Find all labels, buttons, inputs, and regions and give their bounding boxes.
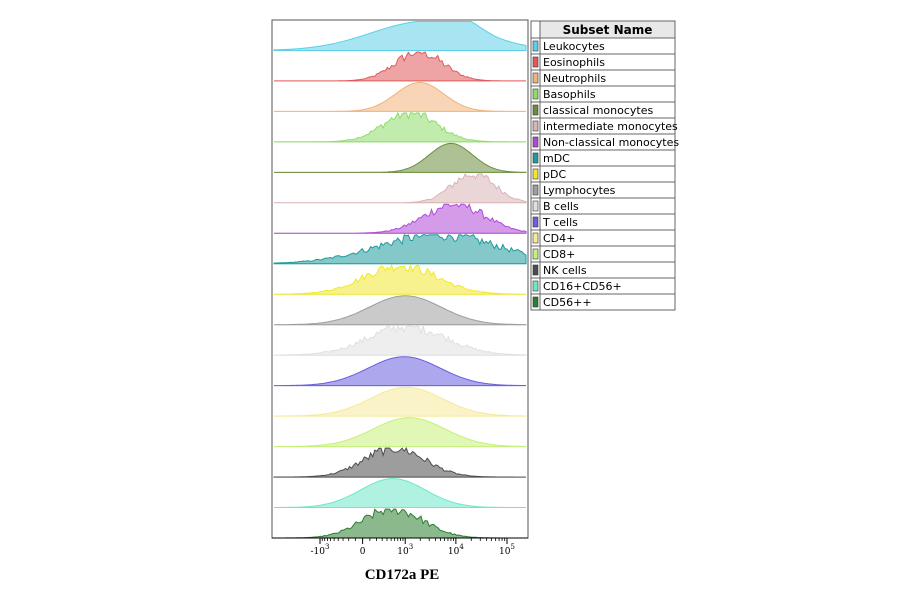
- legend-swatch: [532, 296, 539, 308]
- legend-swatch: [532, 136, 539, 148]
- x-tick-label: -103: [311, 543, 330, 557]
- x-tick-label: 103: [397, 543, 413, 557]
- x-tick-label: 104: [448, 543, 464, 557]
- legend-entry-label: B cells: [543, 200, 579, 213]
- legend-swatch: [532, 56, 539, 68]
- legend-swatch: [532, 120, 539, 132]
- series-histogram-nk-cells: [273, 447, 526, 478]
- legend-swatch: [532, 72, 539, 84]
- series-histogram-cd16-cd56-: [274, 478, 526, 508]
- legend-swatch: [532, 104, 539, 116]
- legend-entry-label: Non-classical monocytes: [543, 136, 679, 149]
- series-histogram-lymphocytes: [274, 295, 527, 326]
- series-histogram-mdc: [273, 234, 527, 265]
- x-tick-label: 105: [499, 543, 515, 557]
- legend-swatch: [532, 264, 539, 276]
- legend-entry-label: CD8+: [543, 248, 575, 261]
- legend-swatch: [532, 40, 539, 52]
- plot-area: [271, 19, 529, 539]
- series-histogram-leukocytes: [273, 21, 527, 51]
- legend-entry-label: T cells: [542, 216, 578, 229]
- legend-swatch: [532, 280, 539, 292]
- x-axis-title: CD172a PE: [365, 567, 440, 583]
- legend-entry-label: classical monocytes: [543, 104, 653, 117]
- legend-swatch: [532, 248, 539, 260]
- legend-swatch: [532, 168, 539, 180]
- legend-row: [530, 293, 676, 311]
- legend-swatch: [532, 232, 539, 244]
- legend-entry-label: intermediate monocytes: [543, 120, 678, 133]
- legend-entry-label: CD4+: [543, 232, 575, 245]
- series-histogram-t-cells: [274, 356, 527, 387]
- legend-entry-label: Neutrophils: [543, 72, 606, 85]
- series-histogram-cd4-: [274, 386, 527, 417]
- legend-entry-label: NK cells: [543, 264, 587, 277]
- legend-entry-label: Lymphocytes: [543, 184, 616, 197]
- x-tick-label: 0: [360, 547, 366, 557]
- legend-swatch: [532, 88, 539, 100]
- x-axis: -103 0 103 104 105: [272, 537, 528, 557]
- legend-entry-label: pDC: [543, 168, 566, 181]
- legend-entry-label: Leukocytes: [543, 40, 605, 53]
- series-histogram-cd8-: [274, 417, 527, 448]
- legend-swatch: [532, 152, 539, 164]
- series-histogram-eosinophils: [274, 51, 526, 82]
- legend-swatch: [532, 184, 539, 196]
- legend-swatch: [532, 200, 539, 212]
- series-histogram-cd56-: [274, 508, 526, 539]
- series-histogram-neutrophils: [274, 82, 526, 112]
- legend-title: Subset Name: [563, 23, 653, 37]
- series-histogram-non-classical-monocytes: [274, 203, 527, 234]
- legend-entry-label: CD56++: [543, 296, 592, 309]
- legend-entry-label: Eosinophils: [543, 56, 605, 69]
- series-histogram-pdc: [274, 263, 526, 295]
- legend: Subset Name Leukocytes Eosinophils Neutroph…: [530, 20, 679, 311]
- series-histogram-basophils: [274, 111, 526, 143]
- legend-swatch: [532, 216, 539, 228]
- legend-entry-label: mDC: [543, 152, 570, 165]
- legend-entry-label: CD16+CD56+: [543, 280, 622, 293]
- series-histogram-b-cells: [273, 324, 527, 356]
- series-histogram-classical-monocytes: [274, 142, 527, 173]
- legend-header-swatch-col: [530, 20, 541, 39]
- series-histogram-intermediate-monocytes: [274, 172, 527, 204]
- legend-entry-label: Basophils: [543, 88, 596, 101]
